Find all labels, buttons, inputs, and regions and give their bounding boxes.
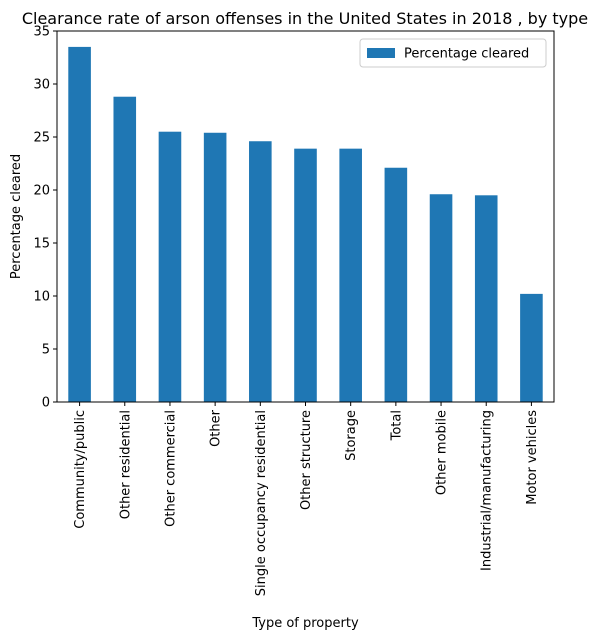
bar	[520, 293, 543, 402]
y-tick-label: 15	[33, 237, 50, 252]
bar	[384, 167, 408, 402]
bar	[294, 148, 317, 402]
x-tick-label: Other residential	[118, 410, 133, 519]
x-tick-label: Other mobile	[435, 410, 450, 495]
bars	[68, 46, 543, 403]
y-tick-label: 30	[33, 78, 50, 93]
bar	[429, 194, 453, 402]
x-tick-label: Community/public	[73, 410, 88, 529]
legend-swatch	[367, 48, 395, 58]
x-axis-label: Type of property	[251, 616, 359, 631]
x-axis: Community/public Other residential Other c…	[73, 402, 540, 596]
legend-label: Percentage cleared	[404, 47, 529, 62]
x-tick-label: Other structure	[299, 410, 314, 510]
x-tick-label: Single occupancy residential	[254, 410, 269, 596]
x-tick-label: Other commercial	[163, 410, 178, 527]
y-tick-label: 5	[42, 343, 50, 358]
y-tick-label: 20	[33, 184, 50, 199]
x-tick-label: Other	[209, 409, 224, 447]
plot-frame	[56, 30, 555, 403]
y-axis-label: Percentage cleared	[9, 154, 24, 279]
bar	[113, 96, 137, 402]
legend: Percentage cleared	[359, 38, 547, 68]
bar	[339, 148, 362, 402]
bar	[68, 46, 91, 403]
bar	[249, 141, 272, 403]
x-tick-label: Industrial/manufacturing	[480, 410, 495, 571]
y-tick-label: 25	[33, 131, 50, 146]
bar	[203, 132, 227, 402]
x-tick-label: Storage	[344, 410, 359, 461]
chart-title: Clearance rate of arson offenses in the …	[22, 9, 588, 28]
x-tick-label: Total	[389, 410, 404, 441]
x-tick-label: Motor vehicles	[525, 410, 540, 505]
bar	[474, 195, 498, 402]
legend-box	[359, 38, 547, 68]
y-tick-label: 35	[33, 25, 50, 40]
bar	[158, 131, 182, 402]
y-axis: 0 5 10 15 20 25 30 35	[33, 25, 57, 411]
y-tick-label: 0	[42, 396, 50, 411]
y-tick-label: 10	[33, 290, 50, 305]
